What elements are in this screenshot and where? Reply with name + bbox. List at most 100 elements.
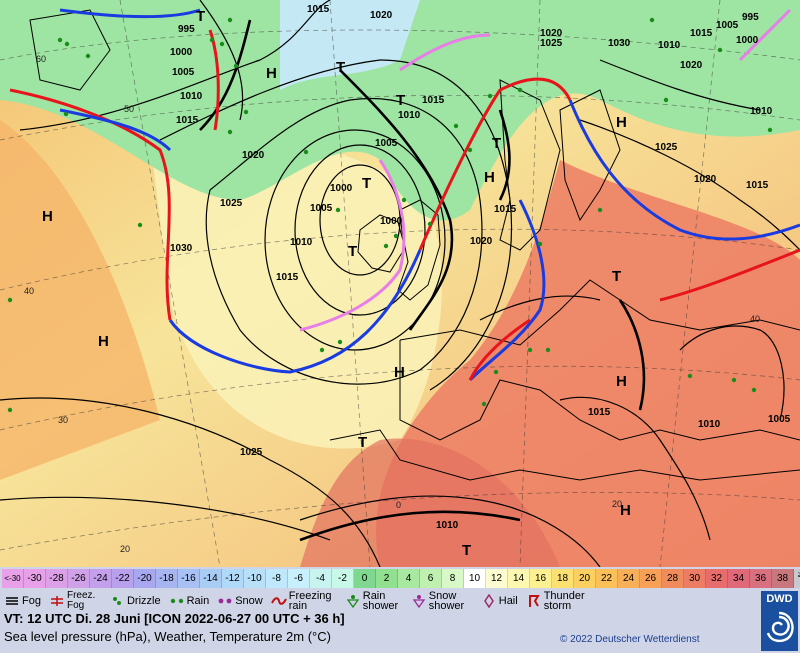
pressure-label: 1020	[540, 28, 563, 39]
latitude-label: 40	[750, 314, 760, 324]
scale-cell: -18	[156, 569, 178, 588]
scale-cell: 10	[464, 569, 486, 588]
scale-cell: -24	[90, 569, 112, 588]
low-pressure-label: T	[358, 434, 367, 451]
pressure-label: 1015	[746, 180, 769, 191]
latitude-label: 20	[120, 544, 130, 554]
high-pressure-label: H	[616, 114, 627, 131]
warm-front-alps	[468, 318, 531, 381]
pressure-label: 1000	[736, 35, 759, 46]
dwd-logo: DWD	[761, 591, 798, 651]
scale-cell: 16	[530, 569, 552, 588]
legend-label: Drizzle	[126, 595, 161, 607]
scale-cell: 12	[486, 569, 508, 588]
scale-cell: 32	[706, 569, 728, 588]
pressure-label: 1000	[330, 183, 353, 194]
cold-front-west-north	[59, 108, 172, 152]
temperature-scale: <-30 -30 -28 -26 -24 -22 -20 -18 -16 -14 -12 -10 -8-…	[2, 569, 800, 588]
legend-label: Rain shower	[362, 590, 399, 612]
pressure-label: 1015	[690, 28, 713, 39]
legend-thunderstorm: Thunder storm	[526, 591, 594, 612]
pressure-label: 1000	[380, 216, 403, 227]
scale-cell: -6	[288, 569, 310, 588]
scale-cell: -2	[332, 569, 354, 588]
valid-time: VT: 12 UTC Di. 28 Juni [ICON 2022-06-27 …	[4, 611, 345, 626]
pressure-systems: H H H H H H H H T T T T T T T T T	[42, 8, 631, 559]
pressure-label: 1025	[540, 38, 563, 49]
low-pressure-label: T	[492, 135, 501, 152]
pressure-label: 1020	[370, 10, 393, 21]
rain-shower-icon	[346, 595, 360, 608]
weather-legend: Fog Freez. Fog Drizzle Rain Snow Freezin…	[4, 590, 602, 612]
dwd-swirl-icon	[766, 611, 794, 643]
scale-cell: 26	[640, 569, 662, 588]
legend-label: Fog	[22, 595, 41, 607]
low-pressure-label: T	[362, 175, 371, 192]
scale-cell: 28	[662, 569, 684, 588]
warm-front-east	[659, 248, 800, 302]
scale-cell: -22	[112, 569, 134, 588]
scale-cell: 20	[574, 569, 596, 588]
pressure-label: 995	[742, 12, 759, 23]
fronts	[9, 8, 800, 382]
latitude-label: 20	[612, 499, 622, 509]
cold-front-central	[168, 249, 422, 374]
pressure-label: 1010	[658, 40, 681, 51]
pressure-label: 1010	[290, 237, 313, 248]
drizzle-icon	[112, 597, 121, 605]
high-pressure-label: H	[42, 208, 53, 225]
scale-cell: -4	[310, 569, 332, 588]
map-description: Sea level pressure (hPa), Weather, Tempe…	[4, 629, 331, 644]
high-pressure-label: H	[616, 373, 627, 390]
scale-cell: 18	[552, 569, 574, 588]
cold-front-north	[59, 8, 201, 19]
scale-cell: 36	[750, 569, 772, 588]
occluded-front-norway	[399, 33, 491, 72]
high-pressure-label: H	[98, 333, 109, 350]
cold-area	[280, 0, 420, 90]
pressure-label: 1000	[170, 47, 193, 58]
weather-symbols	[7, 17, 773, 413]
scale-cell: 4	[398, 569, 420, 588]
warm-area	[0, 120, 160, 480]
copyright: © 2022 Deutscher Wetterdienst	[560, 634, 700, 645]
high-pressure-label: H	[620, 502, 631, 519]
pressure-label: 1010	[398, 110, 421, 121]
legend-hail: Hail	[481, 594, 518, 608]
legend-label: Hail	[498, 595, 518, 607]
scale-cell: -20	[134, 569, 156, 588]
low-pressure-label: T	[196, 8, 205, 25]
pressure-label: 1015	[588, 407, 611, 418]
high-pressure-label: H	[394, 364, 405, 381]
low-pressure-label: T	[348, 243, 357, 260]
scale-cell: -14	[200, 569, 222, 588]
fog-icon	[6, 597, 18, 605]
pressure-label: 1015	[307, 4, 330, 15]
scale-cell: -16	[178, 569, 200, 588]
cold-front-alps	[468, 199, 546, 382]
scale-cell: -28	[46, 569, 68, 588]
pressure-label: 1005	[172, 67, 195, 78]
pressure-label: 1015	[494, 204, 517, 215]
scale-cell: 38	[772, 569, 794, 588]
occluded-front	[299, 159, 406, 332]
pressure-label: 1010	[750, 106, 773, 117]
high-pressure-label: H	[266, 65, 277, 82]
legend-label: Rain	[186, 595, 210, 607]
scale-cell: ≥40 °C	[794, 569, 800, 588]
scale-cell: -8	[266, 569, 288, 588]
occluded-front-ne	[738, 8, 792, 62]
legend-freezing-fog: Freez. Fog	[49, 591, 101, 611]
latitude-label: 40	[24, 286, 34, 296]
pressure-label: 1025	[655, 142, 678, 153]
pressure-label: 1010	[180, 91, 203, 102]
legend-snow-shower: Snow shower	[411, 590, 473, 612]
hail-icon	[483, 594, 494, 608]
legend-label: Snow shower	[428, 590, 465, 612]
scale-cell: 30	[684, 569, 706, 588]
cool-area	[0, 0, 800, 221]
legend: <-30 -30 -28 -26 -24 -22 -20 -18 -16 -14 -12 -10 -8-…	[0, 567, 800, 653]
thunderstorm-icon	[528, 595, 540, 607]
legend-label: Freezing rain	[288, 590, 332, 612]
